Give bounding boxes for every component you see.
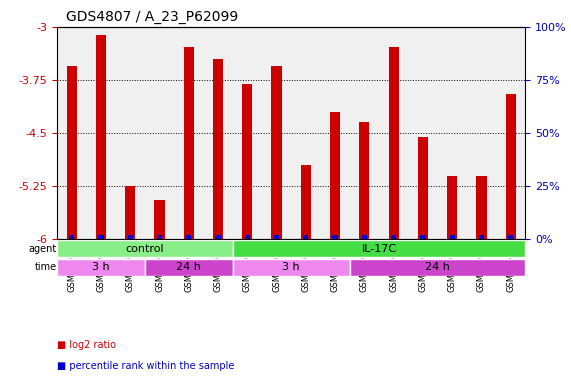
Bar [98, 235, 103, 239]
Bar [125, 186, 135, 239]
Bar [332, 235, 337, 239]
Text: GDS4807 / A_23_P62099: GDS4807 / A_23_P62099 [66, 10, 239, 25]
Bar [508, 235, 513, 239]
Bar [418, 137, 428, 239]
Text: 24 h: 24 h [176, 262, 201, 272]
Bar [128, 235, 133, 239]
Bar [391, 235, 396, 239]
Bar [449, 235, 455, 239]
Bar [274, 235, 279, 239]
Bar [303, 235, 308, 239]
FancyBboxPatch shape [145, 259, 233, 276]
Bar [215, 235, 220, 239]
Bar [359, 122, 369, 239]
Bar [420, 235, 425, 239]
Bar [330, 112, 340, 239]
Bar [388, 47, 399, 239]
Text: 3 h: 3 h [92, 262, 110, 272]
Bar [67, 66, 77, 239]
Bar [301, 165, 311, 239]
Bar [213, 59, 223, 239]
Text: 24 h: 24 h [425, 262, 450, 272]
Bar [271, 66, 282, 239]
Bar [184, 47, 194, 239]
FancyBboxPatch shape [57, 259, 145, 276]
FancyBboxPatch shape [233, 259, 349, 276]
Text: 3 h: 3 h [283, 262, 300, 272]
Bar [362, 235, 367, 239]
Bar [242, 84, 252, 239]
FancyBboxPatch shape [233, 240, 525, 257]
Text: ■ log2 ratio: ■ log2 ratio [57, 339, 116, 349]
Bar [186, 235, 191, 239]
Text: ■ percentile rank within the sample: ■ percentile rank within the sample [57, 361, 235, 371]
Text: time: time [35, 262, 57, 272]
Bar [154, 200, 164, 239]
Bar [476, 175, 486, 239]
Text: control: control [126, 243, 164, 253]
Bar [96, 35, 106, 239]
Bar [479, 235, 484, 239]
Text: agent: agent [29, 243, 57, 253]
Bar [447, 175, 457, 239]
FancyBboxPatch shape [57, 240, 233, 257]
Bar [505, 94, 516, 239]
Bar [245, 235, 250, 239]
FancyBboxPatch shape [349, 259, 525, 276]
Bar [69, 235, 74, 239]
Bar [157, 235, 162, 239]
Text: IL-17C: IL-17C [361, 243, 397, 253]
